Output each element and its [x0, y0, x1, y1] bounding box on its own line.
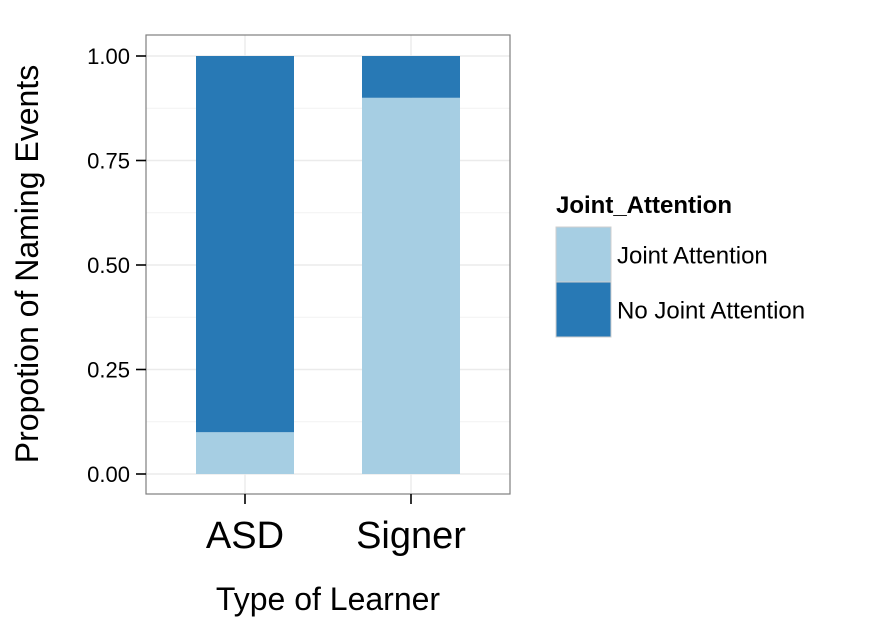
y-tick-label: 0.50 [87, 253, 130, 278]
bar-asd-no-joint-attention [196, 56, 294, 433]
y-tick-label: 1.00 [87, 44, 130, 69]
legend-key [555, 281, 612, 338]
y-tick-label: 0.00 [87, 462, 130, 487]
bar-signer-joint-attention [362, 97, 460, 475]
bar-signer-no-joint-attention [362, 56, 460, 98]
y-tick-label: 0.25 [87, 358, 130, 383]
legend-label: Joint Attention [617, 243, 768, 270]
y-axis: 0.00 0.25 0.50 0.75 1.00 [87, 44, 146, 487]
legend-title: Joint_Attention [556, 192, 732, 219]
y-axis-title: Propotion of Naming Events [9, 65, 45, 463]
x-tick-label: Signer [356, 515, 466, 557]
legend-key [555, 226, 612, 283]
x-axis: ASD Signer [206, 494, 466, 557]
legend-label: No Joint Attention [617, 298, 805, 325]
legend: Joint_Attention Joint Attention No Joint … [555, 192, 805, 338]
x-tick-label: ASD [206, 515, 284, 557]
x-axis-title: Type of Learner [216, 581, 440, 617]
bar-asd-joint-attention [196, 432, 294, 474]
bars [196, 56, 460, 475]
y-tick-label: 0.75 [87, 149, 130, 174]
